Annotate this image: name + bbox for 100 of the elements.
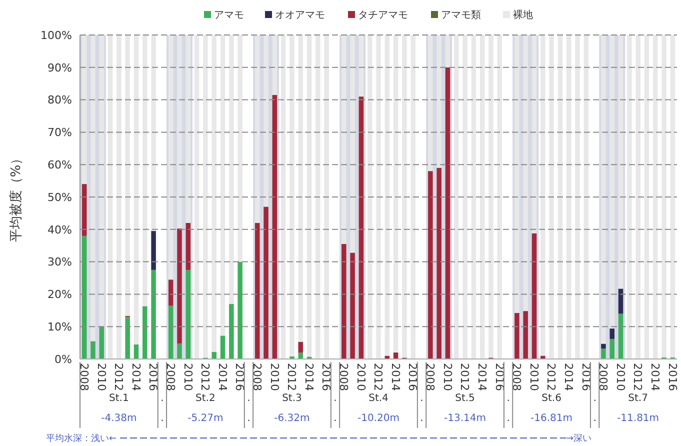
bar bbox=[636, 35, 640, 359]
bar bbox=[220, 336, 226, 359]
text: . bbox=[420, 413, 424, 424]
bar bbox=[471, 35, 476, 359]
bar bbox=[584, 35, 589, 359]
x-tick-label: 2014 bbox=[648, 363, 662, 391]
bar bbox=[168, 306, 174, 359]
bar bbox=[229, 304, 234, 359]
bar bbox=[272, 94, 278, 359]
bar bbox=[532, 233, 537, 359]
bar bbox=[99, 326, 104, 359]
text: -10.20m bbox=[358, 413, 400, 424]
legend-label: オオアマモ bbox=[275, 10, 325, 21]
x-tick-label: 2012 bbox=[285, 363, 298, 391]
y-tick-label: 10% bbox=[48, 320, 72, 334]
x-tick-label: 2016 bbox=[233, 363, 246, 391]
bar bbox=[280, 35, 286, 359]
bar bbox=[523, 311, 528, 359]
bar bbox=[324, 35, 329, 359]
bar bbox=[652, 35, 658, 359]
x-tick-label: 2014 bbox=[388, 363, 402, 391]
x-tick-label: 2014 bbox=[216, 363, 229, 391]
bar bbox=[177, 343, 182, 359]
bar bbox=[90, 35, 96, 342]
bar bbox=[358, 35, 364, 97]
bar bbox=[272, 35, 278, 95]
x-tick-label: 2010 bbox=[94, 363, 108, 391]
legend-label: 裸地 bbox=[513, 9, 533, 21]
bar bbox=[601, 348, 606, 359]
text: -16.81m bbox=[530, 413, 573, 424]
x-tick-label: 2008 bbox=[77, 363, 90, 391]
bar bbox=[436, 35, 442, 168]
y-axis-title: 平均被度（%） bbox=[8, 152, 24, 242]
y-tick-label: 100% bbox=[40, 28, 72, 42]
x-tick-label: 2014 bbox=[562, 363, 575, 391]
bar bbox=[99, 35, 104, 327]
bar bbox=[212, 352, 216, 359]
text: . bbox=[506, 393, 510, 404]
bar bbox=[350, 252, 355, 359]
x-tick-label: 2010 bbox=[527, 363, 540, 391]
bar bbox=[316, 35, 320, 359]
bar bbox=[168, 35, 174, 280]
text: 平均水深：浅い← bbox=[46, 433, 117, 444]
x-tick-label: 2008 bbox=[596, 363, 610, 391]
bar bbox=[151, 35, 156, 232]
text: St.3 bbox=[282, 393, 302, 404]
bar bbox=[186, 222, 191, 270]
bar bbox=[298, 35, 304, 342]
bar bbox=[610, 328, 614, 339]
bar bbox=[445, 67, 450, 359]
text: . bbox=[420, 393, 424, 404]
bar bbox=[254, 35, 260, 223]
bar bbox=[194, 35, 200, 359]
x-tick-label: 2008 bbox=[424, 363, 437, 391]
bar bbox=[402, 35, 407, 358]
bar bbox=[229, 35, 234, 304]
text: St.5 bbox=[455, 393, 475, 404]
bar bbox=[108, 35, 113, 359]
text: St.4 bbox=[368, 393, 388, 404]
x-tick-label: 2008 bbox=[250, 363, 264, 391]
bar bbox=[220, 35, 226, 336]
bar bbox=[393, 35, 398, 353]
text: . bbox=[160, 393, 164, 404]
bar bbox=[306, 35, 312, 357]
x-tick-label: 2008 bbox=[164, 363, 177, 391]
bar bbox=[627, 35, 632, 359]
bar bbox=[342, 35, 346, 244]
text: -13.14m bbox=[444, 413, 486, 424]
bar bbox=[264, 35, 268, 207]
text: -11.81m bbox=[617, 413, 660, 424]
bar bbox=[549, 35, 554, 359]
y-tick-label: 0% bbox=[54, 352, 72, 366]
x-tick-label: 2016 bbox=[146, 363, 160, 391]
text: . bbox=[334, 393, 337, 404]
x-tick-label: 2012 bbox=[458, 363, 472, 391]
x-tick-label: 2010 bbox=[354, 363, 368, 391]
y-tick-label: 80% bbox=[48, 94, 72, 107]
text: . bbox=[247, 413, 250, 424]
bar bbox=[116, 35, 122, 359]
bar bbox=[238, 262, 242, 359]
y-tick-label: 40% bbox=[48, 223, 72, 236]
x-tick-label: 2012 bbox=[544, 363, 558, 391]
bar bbox=[514, 312, 520, 359]
bar bbox=[212, 35, 216, 352]
bar bbox=[410, 35, 416, 359]
bar bbox=[610, 35, 614, 329]
x-tick-label: 2014 bbox=[302, 363, 316, 391]
text: . bbox=[506, 413, 510, 424]
legend-label: アマモ bbox=[214, 10, 244, 21]
bar bbox=[428, 35, 433, 172]
text: →深い bbox=[566, 433, 592, 444]
x-tick-label: 2012 bbox=[112, 363, 126, 391]
bar bbox=[662, 35, 666, 358]
text: . bbox=[334, 413, 337, 424]
bar bbox=[186, 270, 191, 359]
bar bbox=[264, 206, 268, 359]
bar bbox=[142, 306, 148, 359]
bar bbox=[601, 35, 606, 344]
x-tick-label: 2012 bbox=[198, 363, 212, 391]
bar bbox=[254, 222, 260, 359]
